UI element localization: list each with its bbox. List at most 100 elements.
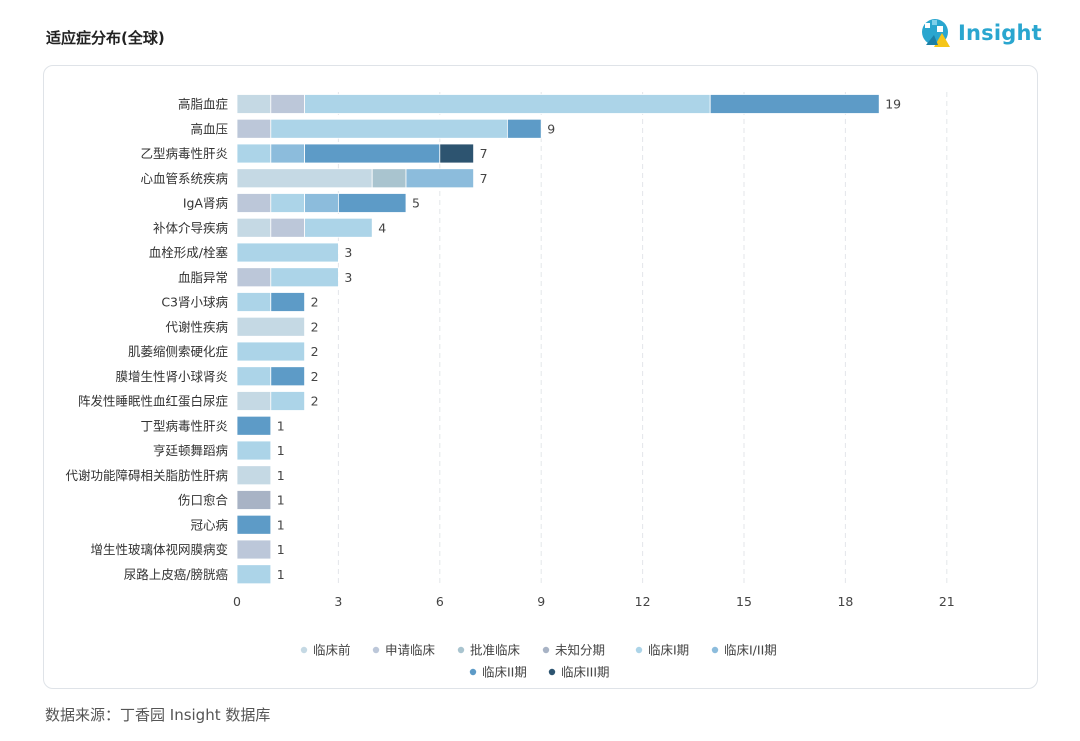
category-label: 血栓形成/栓塞: [149, 245, 229, 260]
bar-segment: [236, 316, 305, 337]
bar-segment: [270, 267, 339, 288]
bar-segment: [304, 217, 373, 238]
category-label: 代谢功能障碍相关脂肪性肝病: [65, 468, 228, 483]
category-label: 肌萎缩侧索硬化症: [128, 344, 228, 359]
value-label: 2: [311, 295, 319, 310]
bar-segment: [270, 292, 305, 312]
bar-segment: [270, 391, 305, 411]
bar-segment: [236, 564, 272, 585]
bar-segment: [236, 514, 272, 535]
legend-label: 临床III期: [561, 665, 610, 680]
category-label: 增生性玻璃体视网膜病变: [90, 542, 228, 557]
value-label: 2: [311, 369, 319, 384]
value-label: 1: [277, 542, 285, 557]
value-label: 1: [277, 517, 285, 532]
insight-logo-icon: [922, 19, 950, 47]
bar-segment: [270, 217, 305, 238]
legend-marker: [469, 668, 477, 676]
bar-segment: [236, 217, 272, 238]
bar-segment: [337, 193, 407, 213]
bar-segment: [236, 465, 272, 486]
value-label: 2: [311, 344, 319, 359]
value-label: 5: [412, 196, 420, 211]
value-label: 3: [344, 245, 352, 260]
value-label: 7: [480, 171, 488, 186]
x-tick-label: 12: [635, 594, 651, 609]
x-tick-label: 6: [436, 594, 444, 609]
category-label: 心血管系统疾病: [140, 171, 228, 186]
x-axis-ticks: 0 3 6 9 12 15 18 21: [233, 594, 955, 609]
value-label: 3: [344, 270, 352, 285]
value-label: 1: [277, 468, 285, 483]
value-label: 1: [277, 493, 285, 508]
value-label: 2: [311, 394, 319, 409]
category-label: 亨廷顿舞蹈病: [153, 443, 228, 458]
bar-segment: [236, 267, 272, 288]
bar-segment: [236, 341, 305, 362]
category-label: 高血压: [190, 121, 228, 136]
category-label: 伤口愈合: [178, 493, 229, 508]
logo-text: Insight: [958, 21, 1042, 45]
bar-segment: [270, 94, 305, 114]
bar-segment: [270, 143, 305, 164]
bar-segment: [405, 168, 474, 189]
bar-segment: [236, 415, 272, 436]
value-label: 1: [277, 567, 285, 582]
legend-marker: [711, 646, 719, 654]
legend-marker: [542, 646, 550, 654]
legend-marker: [457, 646, 465, 654]
category-label: 乙型病毒性肝炎: [140, 146, 228, 161]
bar-segment: [709, 94, 880, 114]
bar-segment: [236, 168, 373, 189]
category-label: 代谢性疾病: [165, 319, 228, 334]
category-label: 高脂血症: [178, 97, 228, 112]
bar-segment: [236, 118, 272, 139]
x-tick-label: 21: [939, 594, 955, 609]
legend-label: 临床I/II期: [724, 643, 777, 658]
brand-logo: Insight: [920, 16, 1042, 50]
category-label: C3肾小球病: [161, 295, 228, 310]
bar-segment: [439, 143, 474, 164]
legend-marker: [372, 646, 380, 654]
x-tick-label: 15: [736, 594, 752, 609]
bar-segment: [236, 94, 272, 114]
legend-label: 未知分期: [555, 643, 605, 658]
x-tick-label: 18: [837, 594, 853, 609]
category-label: 冠心病: [190, 517, 228, 532]
legend-marker: [548, 668, 556, 676]
bar-segment: [236, 440, 272, 461]
category-label: 尿路上皮癌/膀胱癌: [124, 567, 228, 582]
bar-segment: [236, 193, 272, 213]
category-label: 膜增生性肾小球肾炎: [115, 369, 228, 384]
value-label: 1: [277, 418, 285, 433]
data-source: 数据来源：丁香园 Insight 数据库: [45, 706, 271, 724]
value-labels: 19 9 7 7 5 4 3 3 2 2 2 2 2 1 1 1 1 1 1 1: [277, 97, 901, 582]
bar-segment: [270, 193, 305, 213]
bar-segment: [236, 391, 272, 411]
value-label: 9: [547, 121, 555, 136]
bar-segment: [236, 539, 272, 560]
bar-segment: [236, 490, 272, 510]
page-title: 适应症分布(全球): [46, 29, 165, 47]
bar-segment: [304, 94, 711, 114]
category-label: IgA肾病: [183, 196, 228, 211]
bar-segment: [236, 242, 339, 263]
bar-segment: [270, 118, 508, 139]
bar-segment: [236, 366, 272, 387]
bar-segment: [506, 118, 542, 139]
legend-label: 申请临床: [385, 643, 436, 658]
x-tick-label: 3: [334, 594, 342, 609]
legend-marker: [300, 646, 308, 654]
legend-label: 临床II期: [482, 665, 527, 680]
legend-label: 临床I期: [648, 643, 689, 658]
value-label: 1: [277, 443, 285, 458]
legend-label: 临床前: [313, 643, 351, 658]
x-tick-label: 0: [233, 594, 241, 609]
legend-label: 批准临床: [470, 643, 521, 658]
value-label: 2: [311, 319, 319, 334]
value-label: 7: [480, 146, 488, 161]
legend-marker: [635, 646, 643, 654]
